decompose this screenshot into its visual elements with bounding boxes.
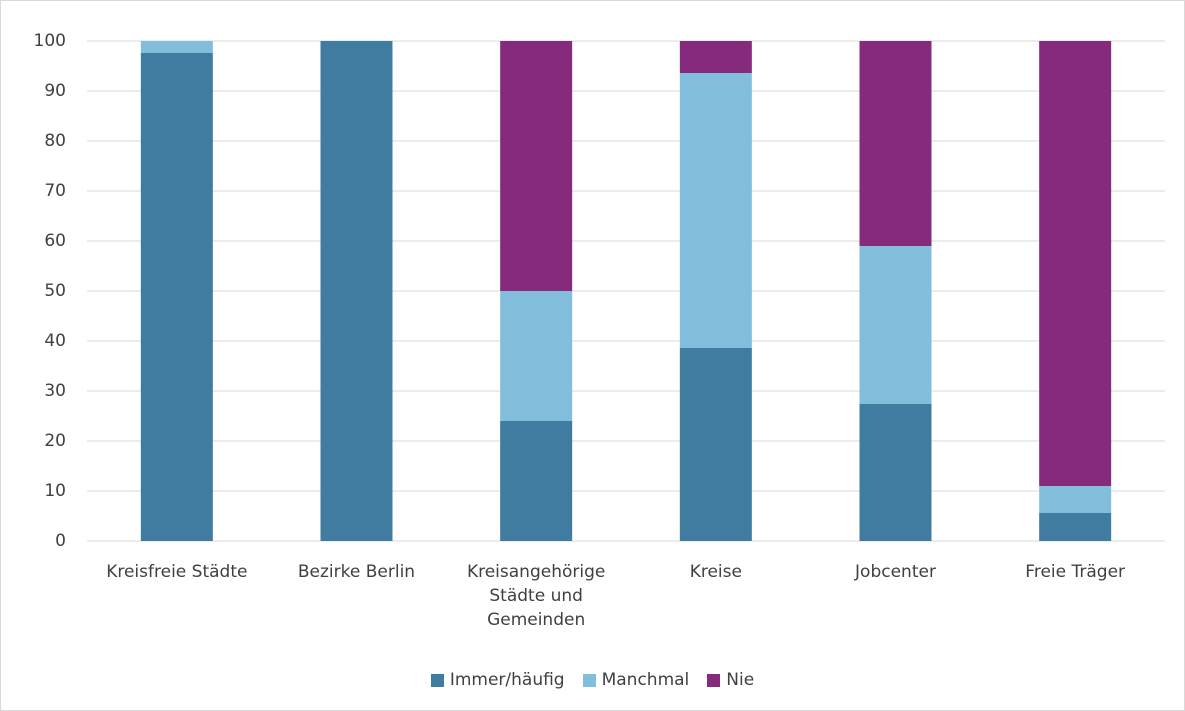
x-tick-label: Jobcenter bbox=[855, 562, 936, 582]
bar-segment bbox=[320, 41, 393, 541]
y-tick-label: 70 bbox=[44, 181, 66, 201]
legend-item: Manchmal bbox=[582, 670, 690, 690]
legend-label: Immer/häufig bbox=[449, 670, 565, 690]
bar-segment bbox=[679, 348, 752, 541]
bar-segment bbox=[500, 41, 573, 291]
y-tick-label: 40 bbox=[44, 331, 66, 351]
legend-label: Nie bbox=[726, 670, 755, 690]
legend-swatch bbox=[430, 673, 444, 687]
y-tick-label: 90 bbox=[44, 81, 66, 101]
y-tick-label: 60 bbox=[44, 231, 66, 251]
y-tick-label: 50 bbox=[44, 281, 66, 301]
x-tick-label: Freie Träger bbox=[1025, 562, 1126, 582]
bar-segment bbox=[500, 291, 573, 421]
legend: Immer/häufig Manchmal Nie bbox=[0, 670, 1185, 690]
legend-item: Immer/häufig bbox=[430, 670, 565, 690]
bar-segment bbox=[859, 41, 932, 246]
y-tick-label: 20 bbox=[44, 431, 66, 451]
legend-item: Nie bbox=[707, 670, 754, 690]
y-tick-label: 30 bbox=[44, 381, 66, 401]
bar-segment bbox=[1039, 41, 1112, 486]
bar-segment bbox=[859, 404, 932, 541]
bar-segment bbox=[859, 246, 932, 404]
bar-segment bbox=[679, 41, 752, 73]
y-tick-label: 100 bbox=[34, 31, 66, 51]
bar-segment bbox=[1039, 513, 1112, 541]
x-tick-label: Kreisfreie Städte bbox=[106, 562, 248, 582]
legend-label: Manchmal bbox=[601, 670, 690, 690]
y-tick-label: 0 bbox=[55, 531, 66, 551]
x-tick-label: Kreisangehörige Städte und Gemeinden bbox=[466, 562, 606, 630]
bar-segment bbox=[679, 73, 752, 348]
x-tick-label: Kreise bbox=[689, 562, 742, 582]
bar-segment bbox=[1039, 486, 1112, 513]
bar-segment bbox=[140, 53, 213, 541]
legend-swatch bbox=[707, 673, 721, 687]
y-tick-label: 80 bbox=[44, 131, 66, 151]
legend-swatch bbox=[582, 673, 596, 687]
y-tick-label: 10 bbox=[44, 481, 66, 501]
bar-segment bbox=[140, 41, 213, 53]
bar-segment bbox=[500, 421, 573, 541]
x-tick-label: Bezirke Berlin bbox=[297, 562, 416, 582]
